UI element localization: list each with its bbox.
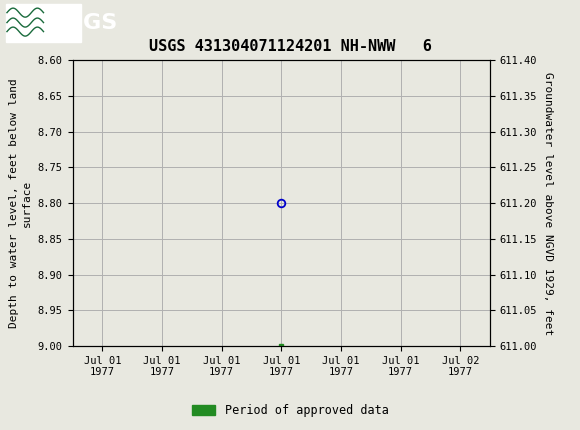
Y-axis label: Depth to water level, feet below land
surface: Depth to water level, feet below land su…: [9, 78, 32, 328]
Text: USGS 431304071124201 NH-NWW   6: USGS 431304071124201 NH-NWW 6: [148, 39, 432, 54]
Bar: [6, 3, 81, 42]
Legend: Period of approved data: Period of approved data: [187, 399, 393, 422]
Y-axis label: Groundwater level above NGVD 1929, feet: Groundwater level above NGVD 1929, feet: [543, 71, 553, 335]
Text: USGS: USGS: [49, 12, 118, 33]
